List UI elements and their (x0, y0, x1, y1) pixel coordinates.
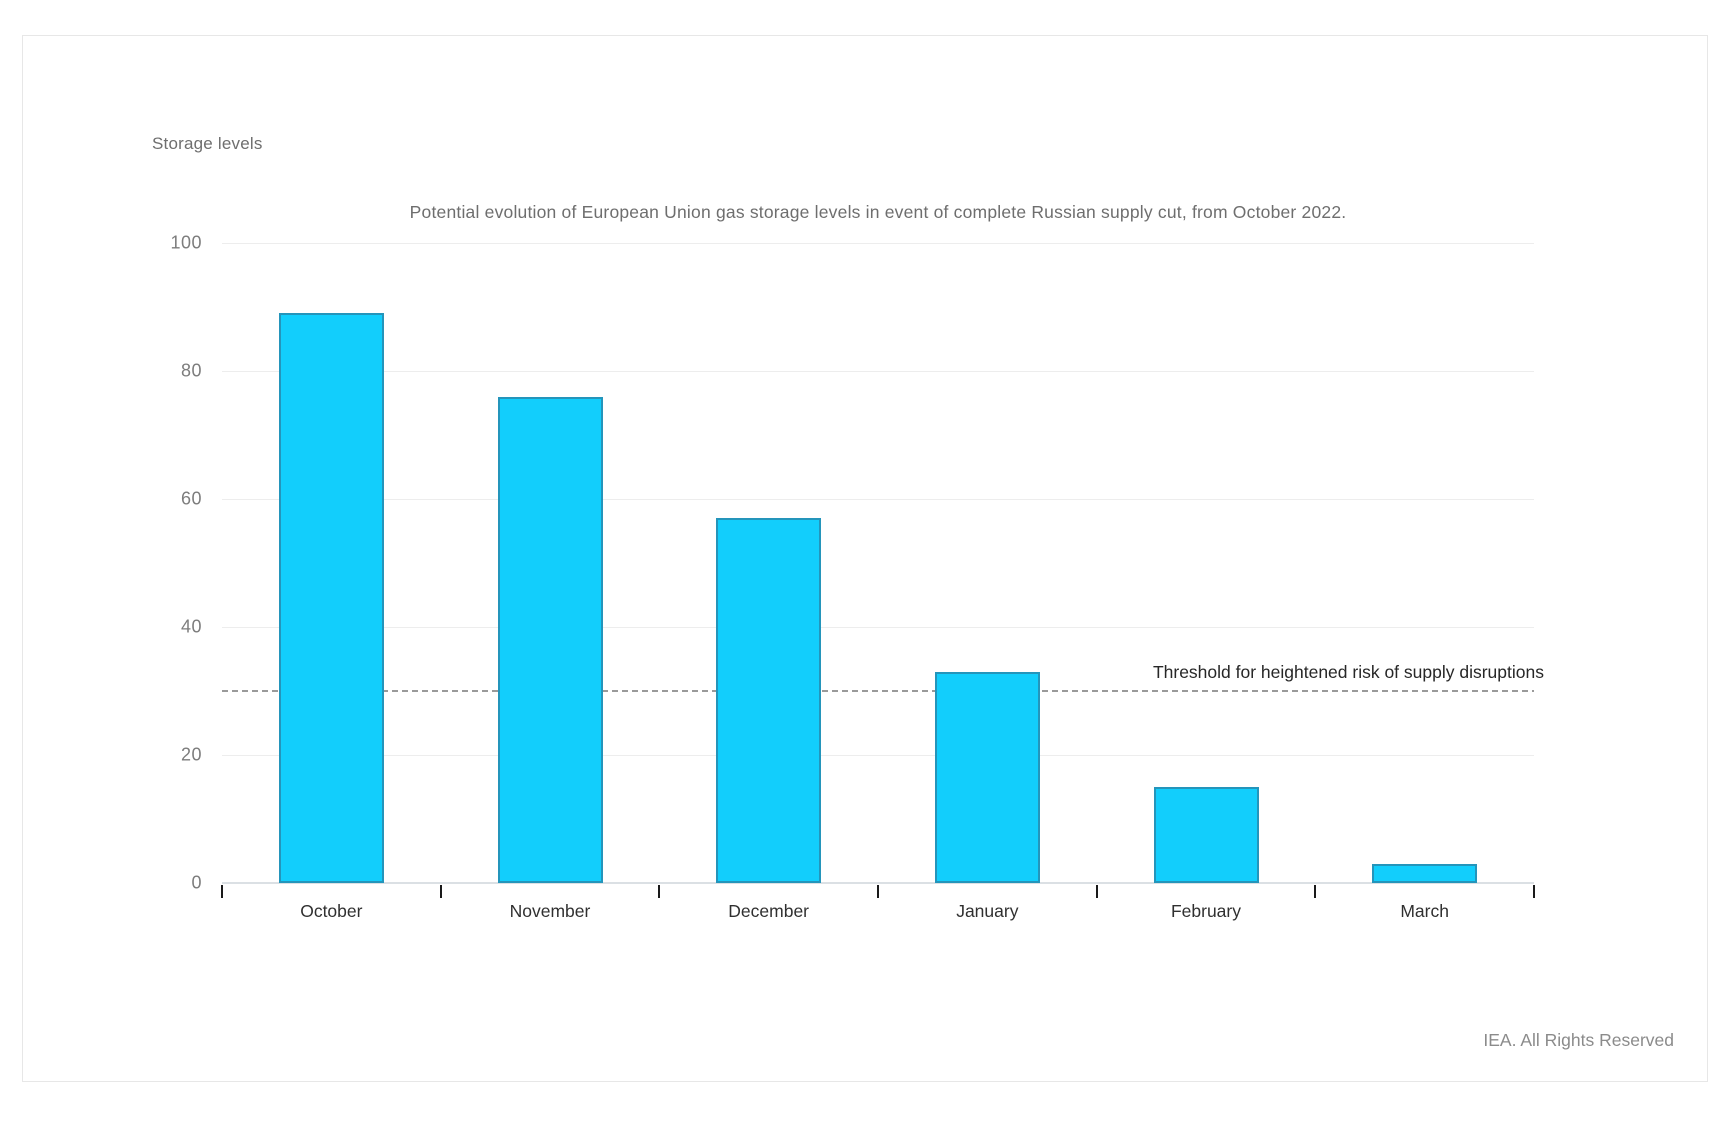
y-tick-label: 0 (191, 872, 202, 893)
threshold-line (222, 690, 1534, 692)
gridline (222, 627, 1534, 628)
threshold-label: Threshold for heightened risk of supply … (1152, 662, 1544, 682)
chart-card: Storage levels Potential evolution of Eu… (22, 35, 1708, 1082)
x-axis-tick (658, 885, 661, 898)
x-axis-tick (1314, 885, 1317, 898)
gridline (222, 499, 1534, 500)
y-tick-label: 100 (170, 232, 202, 253)
x-category-label: December (728, 901, 810, 921)
chart-title: Potential evolution of European Union ga… (409, 202, 1347, 222)
x-category-label: March (1400, 901, 1449, 921)
x-category-label: January (956, 901, 1019, 921)
bar-november (497, 396, 603, 883)
x-axis-line (222, 882, 1534, 884)
y-axis-title: Storage levels (152, 134, 263, 153)
bar-february (1153, 787, 1259, 883)
gridline (222, 243, 1534, 244)
y-tick-label: 80 (180, 360, 202, 381)
gridline (222, 371, 1534, 372)
bar-december (716, 518, 822, 883)
x-axis-tick (1095, 885, 1098, 898)
y-tick-label: 20 (180, 744, 202, 765)
y-tick-label: 40 (180, 616, 202, 637)
x-axis-tick (877, 885, 879, 898)
copyright-text: IEA. All Rights Reserved (1483, 1030, 1674, 1050)
y-tick-label: 60 (180, 488, 202, 509)
gridline (222, 755, 1534, 756)
x-axis-tick (1533, 885, 1535, 898)
x-axis-tick (221, 885, 223, 898)
bar-march (1372, 863, 1478, 883)
x-category-label: November (509, 901, 591, 921)
chart-plot: 0 20 40 60 80 100 Threshold for heightened ris… (23, 36, 1709, 1083)
x-category-label: October (300, 901, 363, 921)
bar-january (934, 671, 1040, 883)
x-category-label: February (1170, 901, 1241, 921)
x-axis-tick (439, 885, 442, 898)
bar-october (278, 313, 384, 883)
